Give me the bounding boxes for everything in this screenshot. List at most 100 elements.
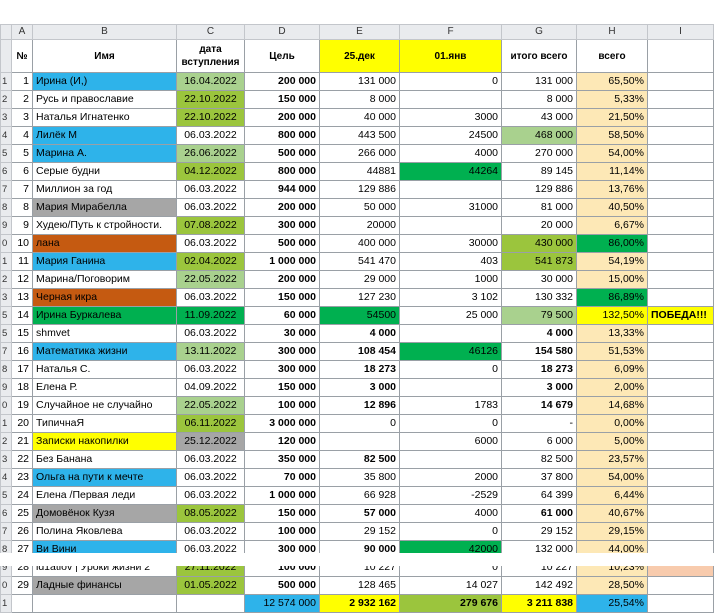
cell-total-pct[interactable]: 54,00% — [576, 144, 648, 163]
cell-name[interactable]: Елена Р. — [32, 378, 177, 397]
column-letter-c[interactable]: C — [176, 24, 245, 40]
cell-date[interactable]: 06.03.2022 — [176, 234, 245, 253]
row-header[interactable]: 7 — [0, 522, 12, 541]
cell-dec25[interactable]: 12 896 — [319, 396, 400, 415]
cell-total-all[interactable]: 14 679 — [501, 396, 577, 415]
row-header[interactable]: 1 — [0, 594, 12, 613]
cell-jan01[interactable] — [399, 180, 502, 199]
cell-dec25[interactable]: 3 000 — [319, 378, 400, 397]
total-jan01[interactable]: 279 676 — [399, 594, 502, 613]
cell-date[interactable]: 06.11.2022 — [176, 414, 245, 433]
row-header[interactable]: 0 — [0, 576, 12, 595]
cell-total-all[interactable]: 20 000 — [501, 216, 577, 235]
cell-total-all[interactable]: 82 500 — [501, 450, 577, 469]
cell-jan01[interactable]: 1783 — [399, 396, 502, 415]
cell-goal[interactable]: 3 000 000 — [244, 414, 320, 433]
cell-dec25[interactable]: 29 152 — [319, 522, 400, 541]
cell-total-all[interactable]: 270 000 — [501, 144, 577, 163]
cell-total-all[interactable]: 3 000 — [501, 378, 577, 397]
cell-goal[interactable]: 100 000 — [244, 396, 320, 415]
cell-dec25[interactable]: 40 000 — [319, 108, 400, 127]
cell-total-all[interactable]: - — [501, 414, 577, 433]
cell-total-pct[interactable]: 5,33% — [576, 90, 648, 109]
cell-goal[interactable]: 800 000 — [244, 126, 320, 145]
cell-num[interactable]: 18 — [11, 378, 33, 397]
column-letter-b[interactable]: B — [32, 24, 177, 40]
cell-jan01[interactable]: 0 — [399, 360, 502, 379]
cell-goal[interactable]: 70 000 — [244, 468, 320, 487]
cell-total-all[interactable]: 64 399 — [501, 486, 577, 505]
cell-name[interactable]: ТипичнаЯ — [32, 414, 177, 433]
cell-total-all[interactable]: 468 000 — [501, 126, 577, 145]
cell-total-pct[interactable]: 23,57% — [576, 450, 648, 469]
cell-total-pct[interactable]: 29,15% — [576, 522, 648, 541]
cell-num[interactable]: 13 — [11, 288, 33, 307]
header-dec25[interactable]: 25.дек — [319, 39, 400, 73]
cell-num[interactable]: 23 — [11, 468, 33, 487]
cell-note[interactable]: ПОБЕДА!!! — [647, 306, 714, 325]
cell-note[interactable] — [647, 486, 714, 505]
cell-goal[interactable]: 500 000 — [244, 576, 320, 595]
cell-total-all[interactable]: 131 000 — [501, 72, 577, 91]
cell-dec25[interactable]: 20000 — [319, 216, 400, 235]
cell-total-all[interactable]: 18 273 — [501, 360, 577, 379]
cell-note[interactable] — [647, 414, 714, 433]
cell-name[interactable]: shmvet — [32, 324, 177, 343]
cell-name[interactable]: Ирина (И,) — [32, 72, 177, 91]
cell-date[interactable]: 08.05.2022 — [176, 504, 245, 523]
cell-date[interactable]: 22.05.2022 — [176, 396, 245, 415]
cell-num[interactable]: 3 — [11, 108, 33, 127]
cell-name[interactable]: Ладные финансы — [32, 576, 177, 595]
row-header[interactable]: 5 — [0, 306, 12, 325]
cell-total-pct[interactable]: 65,50% — [576, 72, 648, 91]
cell-jan01[interactable]: 25 000 — [399, 306, 502, 325]
cell-name[interactable]: Наталья С. — [32, 360, 177, 379]
cell-total-all[interactable]: 43 000 — [501, 108, 577, 127]
cell-dec25[interactable]: 44881 — [319, 162, 400, 181]
cell-total-pct[interactable]: 6,44% — [576, 486, 648, 505]
header-total-all[interactable]: итого всего — [501, 39, 577, 73]
cell-jan01[interactable] — [399, 216, 502, 235]
header-goal[interactable]: Цель — [244, 39, 320, 73]
cell-date[interactable]: 26.06.2022 — [176, 144, 245, 163]
cell-date[interactable]: 06.03.2022 — [176, 450, 245, 469]
cell-jan01[interactable]: 3 102 — [399, 288, 502, 307]
cell-jan01[interactable] — [399, 90, 502, 109]
column-letter-f[interactable]: F — [399, 24, 502, 40]
cell-goal[interactable]: 150 000 — [244, 288, 320, 307]
total-dec25[interactable]: 2 932 162 — [319, 594, 400, 613]
row-header[interactable]: 2 — [0, 270, 12, 289]
cell-goal[interactable]: 300 000 — [244, 216, 320, 235]
cell-name[interactable]: Серые будни — [32, 162, 177, 181]
cell-note[interactable] — [647, 108, 714, 127]
cell-date[interactable]: 06.03.2022 — [176, 288, 245, 307]
cell-name[interactable]: Черная икра — [32, 288, 177, 307]
cell-goal[interactable]: 800 000 — [244, 162, 320, 181]
column-letter-a[interactable]: A — [11, 24, 33, 40]
cell-total-pct[interactable]: 40,67% — [576, 504, 648, 523]
cell-date[interactable]: 06.03.2022 — [176, 360, 245, 379]
cell-date[interactable]: 04.12.2022 — [176, 162, 245, 181]
cell-name[interactable]: Без Банана — [32, 450, 177, 469]
cell-note[interactable] — [647, 144, 714, 163]
cell-date[interactable]: 11.09.2022 — [176, 306, 245, 325]
cell-dec25[interactable]: 131 000 — [319, 72, 400, 91]
cell-date[interactable]: 22.10.2022 — [176, 90, 245, 109]
cell-jan01[interactable]: 403 — [399, 252, 502, 271]
cell-name[interactable]: лана — [32, 234, 177, 253]
cell-date[interactable] — [176, 594, 245, 613]
cell-goal[interactable]: 30 000 — [244, 324, 320, 343]
cell-note[interactable] — [647, 270, 714, 289]
cell-total-pct[interactable]: 2,00% — [576, 378, 648, 397]
cell-note[interactable] — [647, 378, 714, 397]
cell-name[interactable]: Записки накопилки — [32, 432, 177, 451]
cell-total-all[interactable]: 154 580 — [501, 342, 577, 361]
cell-total-pct[interactable]: 6,67% — [576, 216, 648, 235]
cell-note[interactable] — [647, 288, 714, 307]
cell-dec25[interactable]: 108 454 — [319, 342, 400, 361]
cell-goal[interactable]: 300 000 — [244, 360, 320, 379]
total-total-pct[interactable]: 25,54% — [576, 594, 648, 613]
cell-total-pct[interactable]: 15,00% — [576, 270, 648, 289]
header-name[interactable]: Имя — [32, 39, 177, 73]
cell-jan01[interactable]: 0 — [399, 72, 502, 91]
